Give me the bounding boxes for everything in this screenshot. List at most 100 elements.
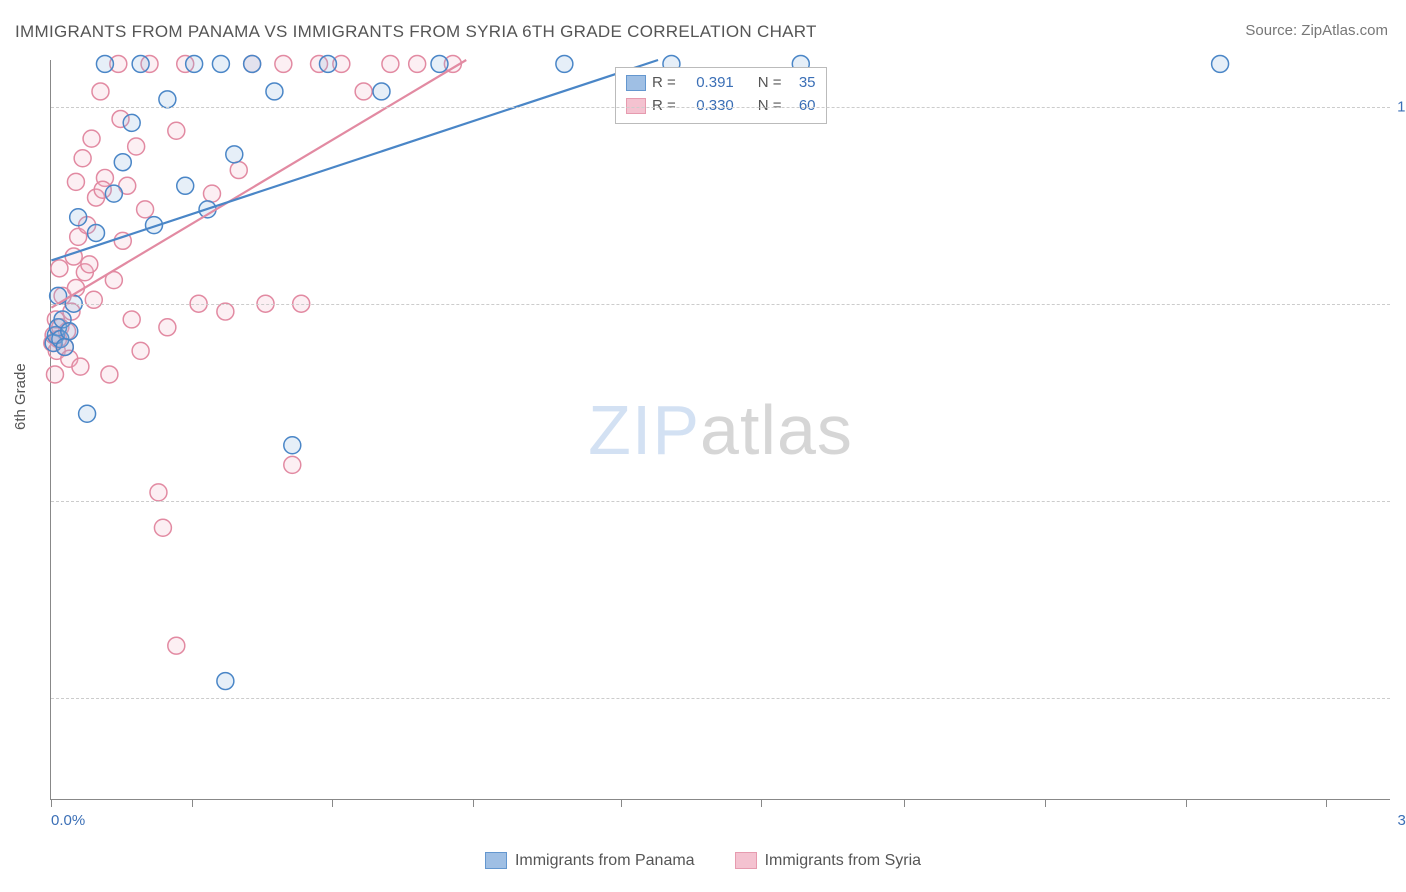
trend-line [51,60,466,308]
x-tick-label: 30.0% [1397,812,1406,829]
legend-n-label: N = [758,95,782,118]
gridline [51,304,1390,305]
x-tick [761,799,762,807]
scatter-point [159,319,176,336]
scatter-point [212,55,229,72]
plot-area: ZIPatlas R =0.391N =35R =0.330N =60 92.5… [50,60,1390,800]
scatter-point [123,311,140,328]
scatter-point [319,55,336,72]
scatter-point [154,519,171,536]
legend-n-value: 35 [788,72,816,95]
x-tick [192,799,193,807]
scatter-point [67,173,84,190]
scatter-point [355,83,372,100]
scatter-point [186,55,203,72]
scatter-point [168,637,185,654]
scatter-point [373,83,390,100]
scatter-point [70,209,87,226]
series-legend: Immigrants from Panama Immigrants from Sy… [0,852,1406,875]
series-name: Immigrants from Syria [765,852,921,870]
scatter-point [284,437,301,454]
legend-r-label: R = [652,95,676,118]
scatter-point [137,201,154,218]
legend-r-value: 0.330 [682,95,734,118]
source-value: ZipAtlas.com [1301,22,1388,39]
scatter-point [114,154,131,171]
scatter-point [177,177,194,194]
stats-legend-row: R = 0.391 N = 35 [626,72,816,95]
y-tick-label: 100.0% [1396,99,1406,116]
scatter-point [92,83,109,100]
scatter-point [50,287,67,304]
y-tick-label: 95.0% [1396,492,1406,509]
scatter-point [123,114,140,131]
source-attribution: Source: ZipAtlas.com [1245,22,1388,39]
source-label: Source: [1245,22,1301,39]
scatter-point [1212,55,1229,72]
legend-r-label: R = [652,72,676,95]
series-name: Immigrants from Panama [515,852,695,870]
scatter-point [159,91,176,108]
scatter-point [556,55,573,72]
x-tick-label: 0.0% [51,812,85,829]
scatter-point [72,358,89,375]
gridline [51,501,1390,502]
scatter-point [74,150,91,167]
x-tick [1045,799,1046,807]
legend-n-value: 60 [788,95,816,118]
scatter-point [105,185,122,202]
legend-r-value: 0.391 [682,72,734,95]
legend-swatch [626,75,646,91]
scatter-point [275,55,292,72]
gridline [51,107,1390,108]
scatter-point [217,303,234,320]
scatter-point [88,224,105,241]
scatter-point [244,55,261,72]
series-legend-item: Immigrants from Panama [485,852,695,870]
scatter-point [431,55,448,72]
scatter-point [85,291,102,308]
scatter-point [128,138,145,155]
scatter-point [150,484,167,501]
scatter-point [46,366,63,383]
scatter-point [79,405,96,422]
scatter-point [409,55,426,72]
x-tick [1326,799,1327,807]
scatter-point [56,338,73,355]
scatter-point [168,122,185,139]
y-axis-label: 6th Grade [12,363,29,430]
x-tick [1186,799,1187,807]
legend-swatch [626,98,646,114]
y-tick-label: 92.5% [1396,689,1406,706]
chart-title: IMMIGRANTS FROM PANAMA VS IMMIGRANTS FRO… [15,22,817,42]
scatter-point [284,456,301,473]
scatter-point [266,83,283,100]
x-tick [473,799,474,807]
scatter-point [226,146,243,163]
scatter-point [61,323,78,340]
scatter-point [132,55,149,72]
gridline [51,698,1390,699]
scatter-point [81,256,98,273]
plot-svg [51,60,1390,799]
scatter-point [51,260,68,277]
stats-legend: R = 0.391 N = 35 R = 0.330 N = 60 [615,67,827,124]
series-legend-item: Immigrants from Syria [735,852,921,870]
legend-n-label: N = [758,72,782,95]
scatter-point [132,342,149,359]
legend-swatch [485,852,507,869]
scatter-point [382,55,399,72]
scatter-point [83,130,100,147]
legend-swatch [735,852,757,869]
scatter-point [230,162,247,179]
scatter-point [203,185,220,202]
x-tick [621,799,622,807]
scatter-point [96,55,113,72]
x-tick [332,799,333,807]
scatter-point [101,366,118,383]
y-tick-label: 97.5% [1396,296,1406,313]
stats-legend-row: R = 0.330 N = 60 [626,95,816,118]
scatter-point [217,673,234,690]
x-tick [904,799,905,807]
x-tick [51,799,52,807]
